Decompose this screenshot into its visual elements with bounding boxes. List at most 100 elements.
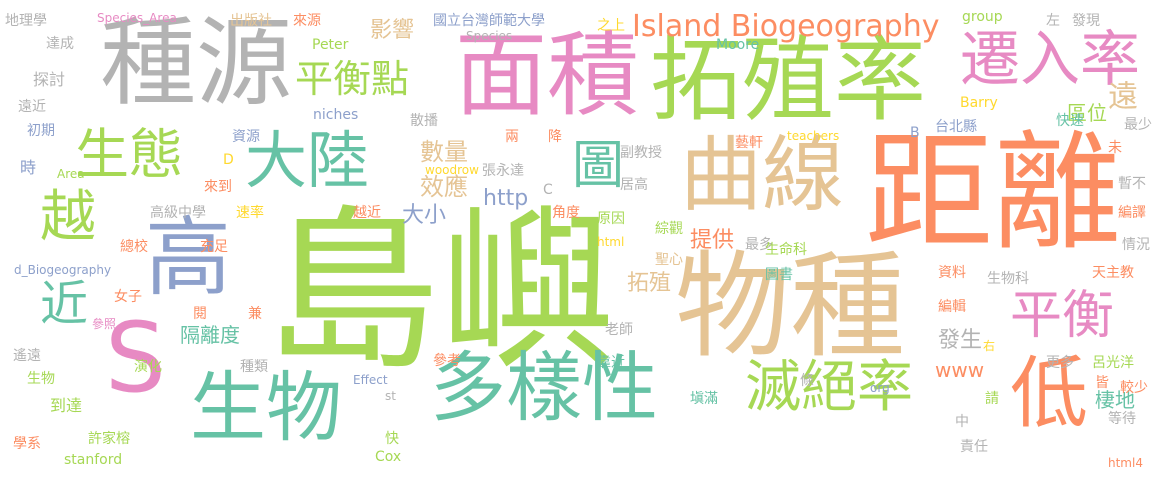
cloud-word: 地理學 — [5, 13, 47, 29]
cloud-word: 大小 — [402, 203, 447, 228]
cloud-word: 平衡點 — [295, 57, 410, 101]
cloud-word: 圖書 — [765, 267, 793, 283]
cloud-word: 數量 — [420, 138, 468, 166]
cloud-word: 參考 — [433, 353, 461, 369]
cloud-word: 達成 — [46, 36, 74, 52]
cloud-word: 遙遠 — [13, 348, 41, 364]
cloud-word: 拓殖率 — [650, 27, 927, 134]
cloud-word: Peter — [312, 37, 349, 53]
cloud-word: 聖心 — [655, 252, 683, 268]
cloud-word: group — [962, 9, 1003, 25]
cloud-word: 發現 — [1072, 13, 1100, 29]
cloud-word: 來源 — [293, 13, 321, 29]
cloud-word: d_Biogeography — [14, 263, 112, 277]
cloud-word: 區位 — [1067, 101, 1107, 125]
cloud-word: stanford — [64, 452, 123, 468]
cloud-word: 更多 — [1046, 355, 1074, 371]
cloud-word: 物種 — [675, 240, 906, 374]
cloud-word: 女子 — [114, 289, 142, 305]
cloud-word: 參照 — [92, 317, 117, 331]
cloud-word: 曲線 — [680, 128, 845, 223]
cloud-word: 遷入率 — [960, 25, 1140, 95]
cloud-word: 右 — [983, 339, 996, 353]
cloud-word: 資料 — [938, 265, 966, 281]
cloud-word: 暫不 — [1118, 176, 1146, 192]
cloud-word: 條 — [800, 373, 814, 389]
cloud-word: 距離 — [865, 119, 1122, 268]
cloud-word: 生物科 — [987, 271, 1029, 287]
cloud-word: 藝軒 — [735, 135, 763, 151]
cloud-word: 生物 — [190, 363, 342, 452]
cloud-word: Cox — [375, 449, 402, 465]
cloud-word: html — [597, 235, 625, 249]
cloud-word: niches — [313, 107, 359, 123]
cloud-word: 國立台灣師範大學 — [433, 13, 545, 29]
cloud-word: 平衡 — [1010, 286, 1115, 346]
cloud-word: 速率 — [236, 205, 264, 221]
cloud-word: 效應 — [420, 173, 468, 201]
cloud-word: st — [385, 389, 396, 403]
cloud-word: 綜觀 — [655, 221, 683, 237]
cloud-word: 滅絕率 — [745, 355, 913, 420]
cloud-word: www — [935, 358, 985, 382]
cloud-word: teachers — [787, 129, 840, 143]
cloud-word: http — [483, 186, 529, 211]
cloud-word: 台北縣 — [935, 119, 977, 135]
cloud-word: 靠近 — [597, 355, 625, 371]
cloud-word: 等待 — [1108, 411, 1136, 427]
cloud-word: 初期 — [27, 123, 55, 139]
cloud-word: 較少 — [1120, 380, 1148, 396]
cloud-word: 編譯 — [1118, 205, 1146, 221]
cloud-word: 高 — [145, 208, 231, 308]
cloud-word: Island Biogeography — [632, 9, 940, 44]
cloud-word: 快 — [385, 431, 399, 447]
cloud-word: 遠 — [1102, 80, 1137, 109]
cloud-word: woodrow — [425, 163, 479, 177]
cloud-word: 最多 — [745, 237, 773, 253]
cloud-word: 快速 — [1056, 113, 1084, 129]
cloud-word: 隔離度 — [180, 323, 240, 347]
cloud-word: 最少 — [1124, 117, 1152, 133]
cloud-word: 許家榕 — [88, 431, 130, 447]
cloud-word: Barry — [960, 95, 998, 111]
cloud-word: 兩 — [505, 129, 519, 145]
cloud-word: Species_Area — [97, 11, 177, 25]
cloud-word: 學系 — [13, 436, 41, 452]
cloud-word: 面積 — [455, 22, 640, 129]
cloud-word: 塡滿 — [690, 391, 718, 407]
cloud-word: 之上 — [597, 18, 625, 34]
cloud-word: 越近 — [353, 205, 381, 221]
cloud-word: 生物 — [27, 371, 55, 387]
cloud-word: 充足 — [200, 239, 228, 255]
cloud-word: 降 — [548, 129, 562, 145]
cloud-word: 天主教 — [1092, 265, 1134, 281]
cloud-word: 原因 — [597, 211, 625, 227]
cloud-word: 出版社 — [230, 13, 272, 29]
cloud-word: B — [910, 125, 920, 141]
cloud-word: 島嶼 — [265, 191, 615, 394]
cloud-word: Moore — [716, 37, 760, 53]
cloud-word: 種源 — [100, 7, 292, 119]
cloud-word: 高級中學 — [150, 205, 206, 221]
cloud-word: 到達 — [50, 396, 83, 415]
cloud-word: 越 — [40, 185, 96, 250]
cloud-word: Species — [466, 29, 513, 43]
cloud-word: 總校 — [120, 239, 148, 255]
cloud-word: 演化 — [134, 359, 162, 375]
cloud-word: 中 — [955, 414, 969, 430]
cloud-word: 遠近 — [18, 99, 46, 115]
cloud-word: 大陸 — [245, 124, 370, 197]
cloud-word: D — [223, 152, 234, 168]
cloud-word: 棲地 — [1095, 388, 1135, 412]
cloud-word: 情況 — [1122, 237, 1150, 253]
cloud-word: 種類 — [240, 359, 268, 375]
cloud-word: 皆 — [1095, 375, 1109, 391]
cloud-word: 責任 — [960, 439, 988, 455]
cloud-word: 時 — [20, 158, 37, 177]
cloud-word: html4 — [1108, 456, 1143, 470]
cloud-word: 兼 — [248, 306, 262, 322]
cloud-word: 生態 — [75, 123, 183, 186]
cloud-word: 生命科 — [765, 242, 807, 258]
cloud-word: C — [543, 182, 553, 198]
